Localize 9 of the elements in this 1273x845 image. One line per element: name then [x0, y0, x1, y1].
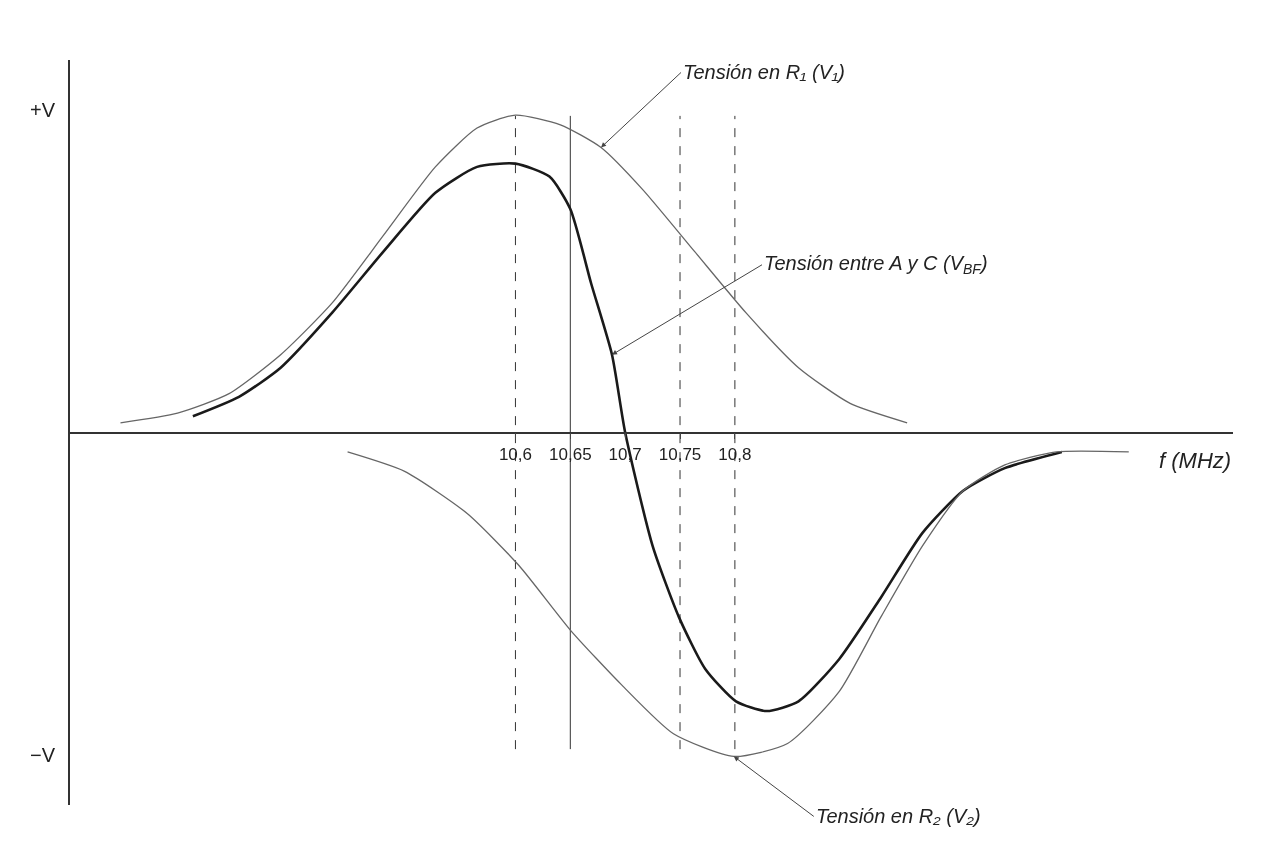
x-axis-title: f (MHz) [1159, 448, 1232, 473]
text: Tensión en R₂ (V₂) [816, 805, 981, 827]
text: −V [30, 744, 56, 766]
text: Tensión entre A y C (V$_{BF}$) [764, 252, 988, 278]
text: +V [30, 99, 56, 121]
x-tick-label: 10,8 [718, 444, 752, 464]
x-tick-label: 10,6 [498, 444, 532, 464]
text: Tensión en R₁ (V₁) [683, 61, 845, 83]
x-tick-label: 10,75 [658, 444, 702, 464]
